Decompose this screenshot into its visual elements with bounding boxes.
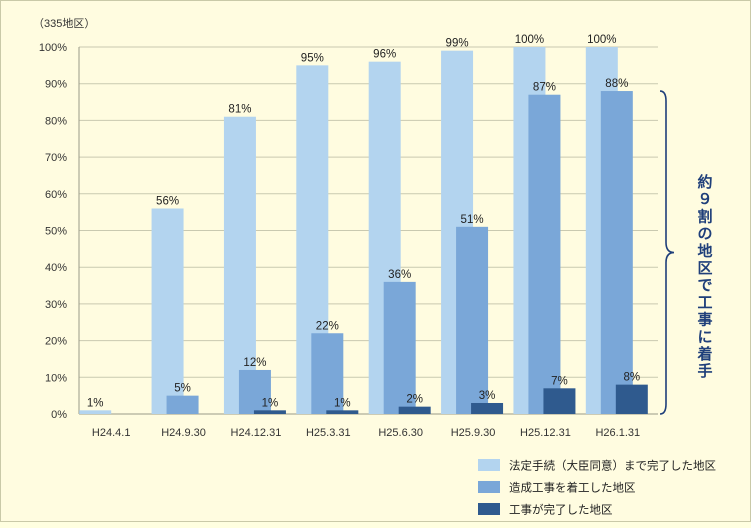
bar-series-3 xyxy=(326,410,359,414)
data-label: 100% xyxy=(587,34,616,46)
y-tick-label: 50% xyxy=(45,226,67,238)
data-label: 95% xyxy=(301,52,324,64)
legend-label: 工事が完了した地区 xyxy=(509,503,613,517)
bar-series-2 xyxy=(456,226,489,414)
annotation-char: で xyxy=(697,277,712,294)
annotation-char: 地 xyxy=(697,242,712,260)
data-label: 100% xyxy=(515,34,544,46)
annotation-char: の xyxy=(697,226,712,243)
bar-series-2 xyxy=(528,94,561,415)
bar-series-3 xyxy=(398,406,431,414)
bar-series-3 xyxy=(253,410,286,414)
y-tick-label: 80% xyxy=(45,115,67,127)
y-tick-label: 60% xyxy=(45,189,67,201)
bar-series-3 xyxy=(615,384,648,414)
unit-label: （335地区） xyxy=(33,17,95,30)
bar-series-3 xyxy=(471,402,504,414)
data-label: 12% xyxy=(243,357,266,369)
legend-label: 造成工事を着工した地区 xyxy=(509,481,636,495)
annotation-char: 割 xyxy=(697,207,712,225)
data-label: 1% xyxy=(87,397,104,409)
y-tick-label: 0% xyxy=(51,409,67,421)
legend-label: 法定手続（大臣同意）まで完了した地区 xyxy=(509,459,716,473)
annotation-char: 着 xyxy=(696,345,712,363)
y-tick-label: 10% xyxy=(45,372,67,384)
data-label: 3% xyxy=(479,390,496,402)
y-tick-label: 70% xyxy=(45,152,67,164)
data-label: 87% xyxy=(533,82,556,94)
x-tick-label: H24.12.31 xyxy=(231,427,282,439)
x-tick-label: H24.4.1 xyxy=(92,427,131,439)
data-label: 51% xyxy=(461,214,484,226)
annotation-char: 手 xyxy=(697,362,712,380)
bar-series-1 xyxy=(151,208,184,414)
data-label: 1% xyxy=(262,397,279,409)
annotation-char: 約 xyxy=(697,173,712,191)
x-tick-label: H24.9.30 xyxy=(161,427,206,439)
x-tick-label: H26.1.31 xyxy=(595,427,640,439)
y-tick-label: 20% xyxy=(45,336,67,348)
annotation-char: 区 xyxy=(697,260,712,277)
x-tick-label: H25.6.30 xyxy=(378,427,423,439)
bar-series-2 xyxy=(311,333,344,414)
data-label: 22% xyxy=(316,320,339,332)
bar-series-3 xyxy=(543,388,576,414)
bar-series-2 xyxy=(383,281,416,414)
y-tick-label: 100% xyxy=(39,42,67,54)
data-label: 99% xyxy=(446,38,469,50)
data-label: 5% xyxy=(174,383,191,395)
legend-swatch xyxy=(478,459,500,471)
data-label: 8% xyxy=(624,372,641,384)
data-label: 96% xyxy=(373,49,396,61)
bar-series-1 xyxy=(223,116,256,414)
annotation-char: 事 xyxy=(697,311,712,329)
annotation-char: に xyxy=(697,329,712,346)
data-label: 81% xyxy=(228,104,251,116)
data-label: 56% xyxy=(156,195,179,207)
annotation-char: 工 xyxy=(697,294,712,311)
annotation-brace xyxy=(659,90,675,415)
data-label: 7% xyxy=(551,375,568,387)
legend-swatch xyxy=(478,503,500,515)
bar-series-2 xyxy=(238,369,271,414)
y-tick-label: 30% xyxy=(45,299,67,311)
x-tick-label: H25.3.31 xyxy=(306,427,351,439)
bar-series-2 xyxy=(600,91,633,414)
bar-series-1 xyxy=(79,410,112,414)
y-tick-label: 90% xyxy=(45,79,67,91)
annotation-char: ９ xyxy=(697,191,712,208)
x-tick-label: H25.12.31 xyxy=(520,427,571,439)
x-tick-label: H25.9.30 xyxy=(451,427,496,439)
data-label: 2% xyxy=(406,394,423,406)
bar-series-2 xyxy=(166,395,199,414)
data-label: 88% xyxy=(605,78,628,90)
y-tick-label: 40% xyxy=(45,262,67,274)
data-label: 36% xyxy=(388,269,411,281)
data-label: 1% xyxy=(334,397,351,409)
legend-swatch xyxy=(478,481,500,493)
